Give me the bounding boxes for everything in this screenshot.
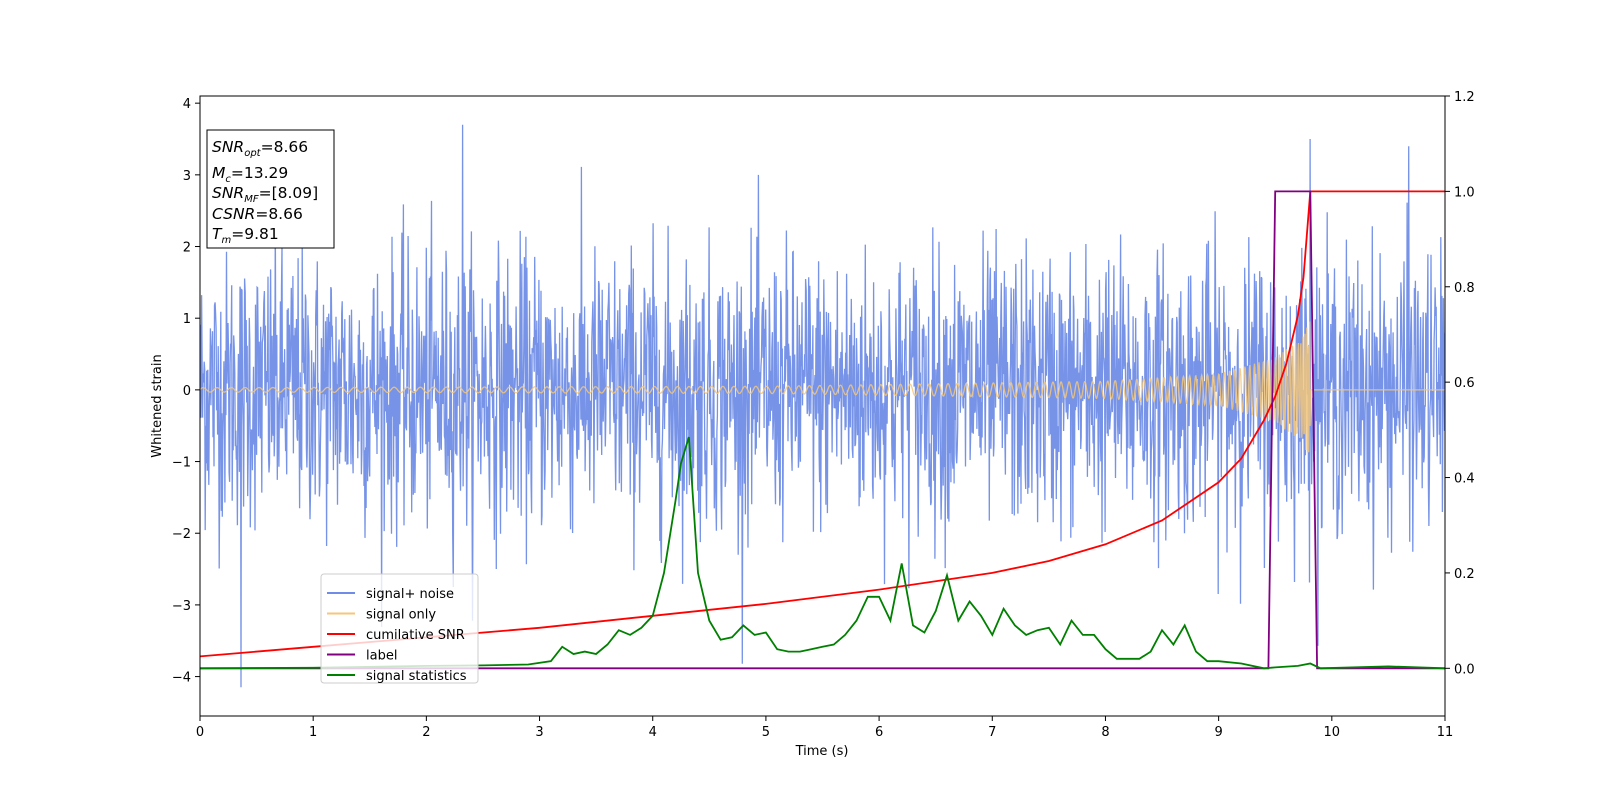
y2-tick-label: 0.6 [1454,376,1475,391]
y-tick-label: 3 [183,169,191,184]
y-axis-left: −4 −3 −2 −1 0 1 2 3 4 [172,97,200,686]
x-tick-label: 6 [875,725,883,740]
y2-tick-label: 1.0 [1454,185,1475,200]
info-box-frame [206,129,335,249]
series-signal-noise-line [200,124,1445,688]
plot-frame [199,95,1446,717]
y-axis-right: 0.0 0.2 0.4 0.6 0.8 1.0 1.2 [1445,90,1475,677]
x-axis: 0 1 2 3 4 5 6 7 8 9 10 11 [196,716,1453,740]
legend-entry-label: cumilative SNR [366,628,465,643]
y2-tick-label: 1.2 [1454,90,1475,105]
info-csnr: CSNR=8.66 [212,205,303,223]
x-tick-label: 5 [762,725,770,740]
x-tick-label: 0 [196,725,204,740]
legend-entry-label: signal+ noise [366,587,454,602]
info-snr-opt: SNRopt=8.66 [212,138,308,159]
y-tick-label: 0 [183,384,191,399]
x-tick-label: 8 [1101,725,1109,740]
legend-entry-label: signal only [366,608,436,623]
x-tick-label: 11 [1437,725,1454,740]
legend-entry-label: signal statistics [366,669,467,684]
series-signal-only-line [200,321,1445,453]
y-tick-label: −3 [172,599,191,614]
legend: signal+ noise signal only cumilative SNR la… [320,573,479,684]
info-box: SNRopt=8.66 Mc=13.29 SNRMF=[8.09] CSNR=8… [206,129,335,249]
y-axis-label: Whitened strain [150,354,165,457]
x-tick-label: 4 [649,725,657,740]
y-tick-label: −4 [172,671,191,686]
series-layer [200,124,1445,688]
x-tick-label: 1 [309,725,317,740]
info-tm: Tm=9.81 [212,225,279,246]
legend-entry-label: label [366,649,397,664]
x-tick-label: 9 [1214,725,1222,740]
info-snr-mf: SNRMF=[8.09] [212,184,318,205]
y2-tick-label: 0.4 [1454,472,1475,487]
legend-frame [320,573,479,684]
y-tick-label: 4 [183,97,191,112]
series-cumulative-snr-line [200,190,1445,658]
x-tick-label: 3 [535,725,543,740]
series-signal-statistics-line [200,436,1445,670]
y-tick-label: 1 [183,312,191,327]
x-tick-label: 7 [988,725,996,740]
y-tick-label: 2 [183,241,191,256]
y2-tick-label: 0.8 [1454,281,1475,296]
x-tick-label: 10 [1324,725,1341,740]
y2-tick-label: 0.0 [1454,662,1475,677]
y2-tick-label: 0.2 [1454,567,1475,582]
x-axis-label: Time (s) [795,744,849,759]
info-mc: Mc=13.29 [212,164,288,185]
x-tick-label: 2 [422,725,430,740]
y-tick-label: −1 [172,456,191,471]
y-tick-label: −2 [172,527,191,542]
